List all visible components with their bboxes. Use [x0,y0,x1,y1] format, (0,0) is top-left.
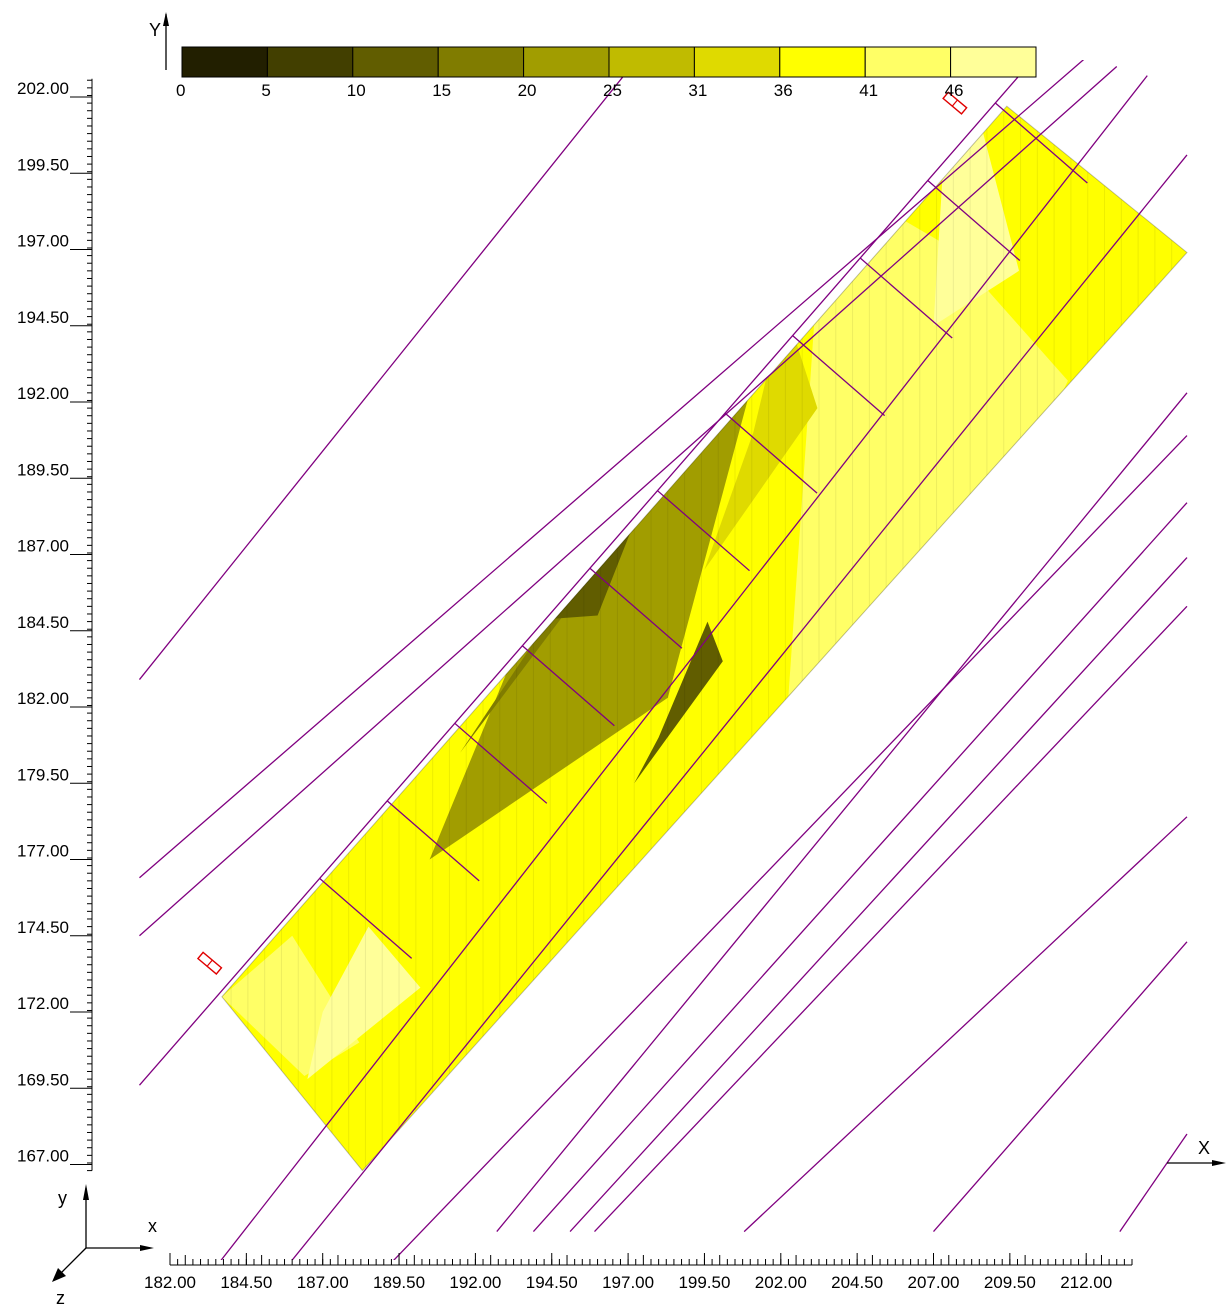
y-tick-label: 172.00 [17,994,69,1013]
color-legend: 0 5 10 15 20 25 31 36 41 46 [176,46,1037,100]
stall-tick-3 [521,645,615,727]
x-tick-label: 199.50 [678,1273,730,1292]
legend-label: 10 [347,81,366,100]
x-tick-label: 192.00 [449,1273,501,1292]
stall-tick-7 [792,335,886,417]
site-line-10 [594,605,1188,1233]
stall-tick-10 [994,102,1088,184]
stall-tick-6 [724,412,818,494]
legend-label: 36 [774,81,793,100]
y-tick-label: 197.00 [17,232,69,251]
stall-tick-9 [927,180,1021,261]
x-tick-label: 207.00 [908,1273,960,1292]
site-marker-0 [196,951,223,975]
legend-label: 41 [859,81,878,100]
x-axis: 182.00 184.50 187.00 189.50 192.00 194.50 197.… [144,1138,1226,1292]
legend-swatch-7 [779,46,866,78]
axis-triad: y x z [52,1184,157,1308]
site-markers [196,91,968,975]
x-tick-label: 194.50 [526,1273,578,1292]
contour-zone-2 [704,304,818,570]
y-tick-label: 194.50 [17,308,69,327]
x-tick-label: 197.00 [602,1273,654,1292]
triad-z-label: z [56,1288,65,1308]
site-lines [138,60,1188,1260]
site-line-13 [1119,1133,1188,1232]
legend-swatch-2 [352,46,439,78]
legend-label: 25 [603,81,622,100]
site-line-11 [743,816,1188,1233]
x-tick-label: 212.00 [1060,1273,1112,1292]
y-tick-label: 179.50 [17,765,69,784]
legend-swatch-9 [950,46,1037,78]
site-line-0 [220,75,1148,1260]
y-axis: 202.00 199.50 197.00 194.50 192.00 189.50 187.… [17,12,169,1172]
stall-tick-1 [386,800,480,882]
legend-swatch-4 [523,46,610,78]
legend-swatch-8 [864,46,952,78]
y-tick-label: 177.00 [17,842,69,861]
site-line-8 [532,502,1188,1233]
x-axis-label: X [1198,1138,1210,1158]
x-tick-label: 204.50 [831,1273,883,1292]
legend-swatch-6 [693,46,781,78]
site-line-7 [496,392,1188,1233]
legend-swatch-5 [608,46,695,78]
site-line-6 [393,435,1188,1260]
site-line-3 [139,60,1085,879]
site-line-2 [139,66,1118,937]
x-tick-label: 182.00 [144,1273,196,1292]
legend-swatch-3 [437,46,525,78]
y-tick-label: 192.00 [17,384,69,403]
site-marker-1 [942,91,968,115]
triad-y-label: y [58,1188,67,1208]
stall-tick-0 [319,877,413,959]
contour-zone-5 [515,514,638,622]
y-tick-label: 174.50 [17,918,69,937]
x-tick-label: 184.50 [220,1273,272,1292]
y-tick-label: 202.00 [17,79,69,98]
y-tick-label: 189.50 [17,460,69,479]
y-axis-label: Y [149,20,161,40]
y-tick-label: 187.00 [17,537,69,556]
legend-label: 5 [261,81,270,100]
stall-tick-4 [589,567,683,649]
y-tick-label: 169.50 [17,1070,69,1089]
contour-zone-8 [307,926,421,1080]
x-tick-label: 202.00 [755,1273,807,1292]
triad-x-label: x [148,1216,157,1236]
x-tick-label: 209.50 [984,1273,1036,1292]
site-line-12 [933,941,1188,1233]
legend-label: 46 [945,81,964,100]
y-tick-label: 184.50 [17,613,69,632]
legend-label: 31 [688,81,707,100]
legend-label: 20 [518,81,537,100]
legend-label: 15 [432,81,451,100]
legend-label: 0 [176,81,185,100]
surface-outline [221,105,1188,1172]
legend-swatch-0 [181,46,268,78]
x-tick-label: 187.00 [297,1273,349,1292]
legend-swatch-1 [266,46,354,78]
y-tick-label: 182.00 [17,689,69,708]
stall-tick-8 [859,257,953,339]
contour-zone-6 [634,621,723,784]
stall-tick-2 [454,722,548,804]
y-tick-label: 167.00 [17,1147,69,1166]
site-line-4 [138,60,638,680]
site-line-5 [291,154,1188,1260]
site-line-9 [569,557,1188,1233]
y-tick-label: 199.50 [17,155,69,174]
stall-tick-5 [657,490,750,572]
x-tick-label: 189.50 [373,1273,425,1292]
